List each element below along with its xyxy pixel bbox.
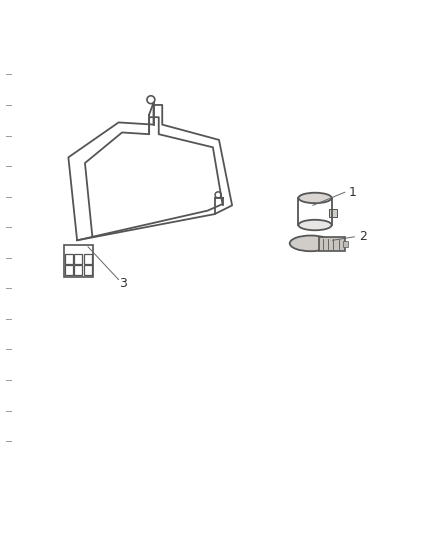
Bar <box>65 265 73 275</box>
Ellipse shape <box>290 236 332 251</box>
Text: 1: 1 <box>349 186 357 199</box>
Bar <box>84 265 92 275</box>
Text: 3: 3 <box>119 278 127 290</box>
Bar <box>329 209 337 217</box>
Bar <box>319 237 345 251</box>
Bar <box>343 241 348 247</box>
Ellipse shape <box>298 220 332 230</box>
Bar <box>64 245 93 277</box>
Ellipse shape <box>298 193 332 203</box>
Text: 2: 2 <box>359 230 367 243</box>
Bar <box>84 254 92 264</box>
Bar <box>65 254 73 264</box>
Bar <box>74 265 82 275</box>
Bar <box>74 254 82 264</box>
